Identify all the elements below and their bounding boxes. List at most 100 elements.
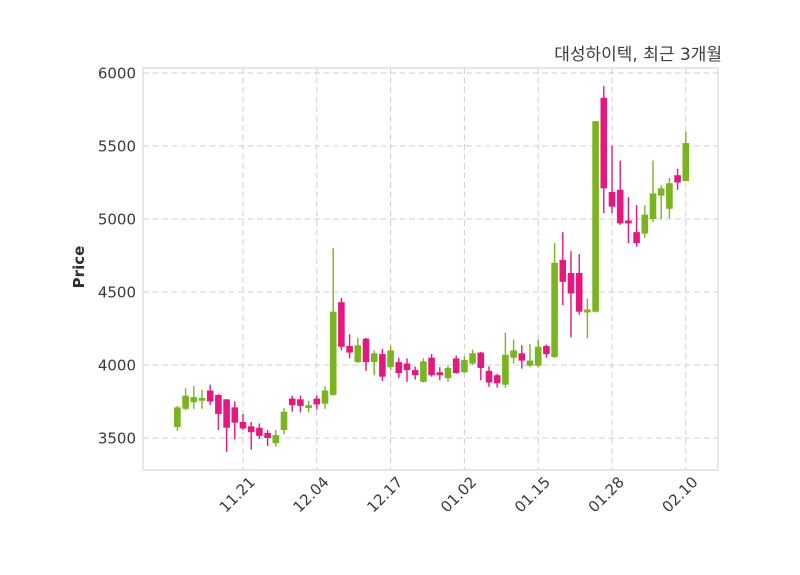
candle-body xyxy=(518,353,526,361)
candle-body xyxy=(592,121,599,312)
candle xyxy=(657,185,665,219)
candle-body xyxy=(649,193,657,219)
candle-body xyxy=(682,143,690,182)
candle xyxy=(666,178,673,219)
candle xyxy=(633,205,640,247)
candle xyxy=(305,400,312,413)
candle xyxy=(584,298,591,338)
candle xyxy=(444,365,452,382)
candle-body xyxy=(493,375,501,384)
y-tick-label: 6000 xyxy=(98,65,136,83)
candle xyxy=(575,254,583,315)
candle-body xyxy=(305,405,312,409)
y-tick-label: 5000 xyxy=(98,211,136,229)
candle xyxy=(190,386,198,409)
candle-body xyxy=(452,358,460,374)
candle-body xyxy=(625,220,632,224)
candle-body xyxy=(379,354,386,377)
candle-body xyxy=(411,370,419,376)
candle xyxy=(567,251,575,338)
candle-body xyxy=(584,309,591,313)
candle-body xyxy=(469,353,476,364)
candle xyxy=(674,168,681,190)
candle-body xyxy=(502,354,509,385)
candle-body xyxy=(239,421,247,429)
candle xyxy=(477,351,485,381)
candle xyxy=(321,386,329,409)
candle xyxy=(608,146,616,214)
y-tick-label: 5500 xyxy=(98,138,136,156)
candle xyxy=(206,384,214,406)
y-tick-label: 3500 xyxy=(98,430,136,448)
y-axis-tick-labels: 3500 4000 4500 5000 5500 6000 xyxy=(98,65,136,448)
candle-body xyxy=(608,191,616,207)
y-axis-label: Price xyxy=(70,246,88,289)
candle-body xyxy=(370,353,378,363)
x-tick-label: 01.02 xyxy=(437,473,480,516)
candle xyxy=(518,345,526,369)
candle xyxy=(461,356,468,374)
candle-body xyxy=(288,398,296,406)
candle xyxy=(288,395,296,412)
candle-body xyxy=(567,273,575,294)
candle xyxy=(362,337,370,371)
candle xyxy=(370,350,378,376)
candle-body xyxy=(657,188,665,196)
candle xyxy=(543,344,550,358)
candle xyxy=(641,205,649,238)
candle-body xyxy=(297,399,304,406)
candles-group xyxy=(174,86,690,452)
candle xyxy=(510,339,517,364)
candle xyxy=(649,160,657,222)
candle-body xyxy=(206,390,214,402)
x-tick-label: 01.15 xyxy=(511,473,554,516)
candle xyxy=(198,389,206,409)
candle xyxy=(354,337,362,363)
y-tick-label: 4500 xyxy=(98,284,136,302)
candle-body xyxy=(674,175,681,183)
candle-body xyxy=(461,359,468,373)
plot-border xyxy=(142,67,719,471)
candle xyxy=(502,332,509,388)
candle xyxy=(338,297,345,351)
x-tick-label: 02.10 xyxy=(659,473,702,516)
candle xyxy=(682,131,690,182)
candle-body xyxy=(329,311,337,395)
candle xyxy=(526,343,534,368)
candle-body xyxy=(616,189,624,224)
chart-title: 대성하이텍, 최근 3개월 xyxy=(554,45,722,65)
y-tick-label: 4000 xyxy=(98,357,136,375)
candle-body xyxy=(403,363,411,371)
candle-body xyxy=(215,394,222,414)
candle xyxy=(256,423,263,439)
candle xyxy=(493,373,501,388)
candle-body xyxy=(428,357,435,376)
candle xyxy=(313,395,321,410)
candle-body xyxy=(436,372,444,376)
candle xyxy=(231,401,239,440)
candle xyxy=(625,197,632,244)
candle-body xyxy=(313,398,321,405)
candle xyxy=(280,408,288,435)
candle xyxy=(247,421,255,450)
candle-body xyxy=(666,183,673,209)
candle xyxy=(329,248,337,396)
candle-body xyxy=(395,362,403,374)
candle-body xyxy=(190,397,198,403)
candle xyxy=(600,86,608,214)
candle xyxy=(215,394,222,430)
candle-body xyxy=(182,395,189,409)
candle-body xyxy=(559,259,567,282)
candle xyxy=(436,367,444,381)
candle xyxy=(272,429,280,447)
x-tick-label: 12.04 xyxy=(290,473,333,516)
plot-area xyxy=(143,68,718,470)
candle xyxy=(469,349,476,365)
candle xyxy=(411,366,419,380)
candle-body xyxy=(641,214,649,234)
candle xyxy=(297,395,304,413)
candle-body xyxy=(198,397,206,401)
candle-body xyxy=(510,350,517,358)
candle xyxy=(559,232,567,306)
